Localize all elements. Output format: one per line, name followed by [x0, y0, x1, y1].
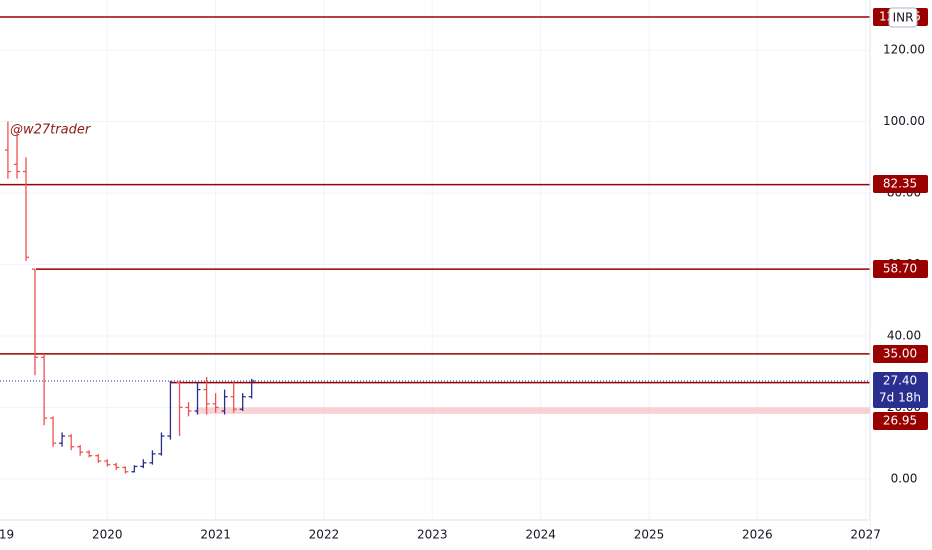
- ohlc-bar: [239, 393, 246, 411]
- ohlc-bar: [23, 157, 30, 261]
- ohlc-bar: [194, 382, 201, 415]
- y-tick-label: 120.00: [883, 43, 925, 57]
- ohlc-bar: [50, 416, 57, 447]
- ohlc-bar: [230, 380, 237, 413]
- price-label: 35.00: [883, 347, 917, 361]
- x-tick-label: 2021: [200, 528, 231, 542]
- ohlc-bar: [185, 402, 192, 417]
- ohlc-bar: [4, 121, 11, 179]
- x-tick-label: 2020: [92, 528, 123, 542]
- ohlc-bar: [122, 466, 129, 474]
- last-price-box: [873, 371, 928, 408]
- x-tick-label: 2026: [742, 528, 773, 542]
- y-tick-label: 40.00: [887, 328, 921, 342]
- ohlc-bar: [176, 380, 183, 437]
- ohlc-bar: [203, 377, 210, 415]
- currency-badge: [888, 7, 918, 28]
- ohlc-bar: [131, 465, 138, 473]
- ohlc-bar: [68, 434, 75, 451]
- x-tick-label: 2027: [850, 528, 881, 542]
- price-label-box: [873, 412, 928, 430]
- ohlc-bar: [212, 393, 219, 413]
- ohlc-bar: [158, 432, 165, 456]
- zone: [196, 407, 870, 414]
- price-label-box: [873, 175, 928, 193]
- x-tick-label: 2025: [634, 528, 665, 542]
- ohlc-bar: [59, 432, 66, 447]
- price-label-box: [873, 345, 928, 363]
- x-tick-label: 2022: [309, 528, 340, 542]
- price-label-box: [873, 260, 928, 278]
- y-tick-label: 0.00: [891, 471, 918, 485]
- ohlc-bar: [113, 462, 120, 470]
- ohlc-bar: [167, 380, 174, 440]
- ohlc-bar: [221, 389, 228, 415]
- ohlc-bar: [149, 450, 156, 465]
- x-tick-label: 2023: [417, 528, 448, 542]
- countdown: 7d 18h: [879, 390, 921, 404]
- y-tick-label: 100.00: [883, 114, 925, 128]
- x-tick-label: 2024: [525, 528, 556, 542]
- ohlc-bar: [140, 459, 147, 469]
- watermark: @w27trader: [10, 123, 92, 138]
- ohlc-bar: [77, 444, 84, 456]
- ohlc-bar: [31, 268, 38, 376]
- price-label: 26.95: [883, 414, 917, 428]
- ohlc-bar: [104, 459, 111, 467]
- currency: INR: [893, 11, 914, 25]
- price-label: 82.35: [883, 177, 917, 191]
- ohlc-bar: [41, 353, 48, 426]
- ohlc-bar: [95, 453, 102, 463]
- x-tick-label: 2019: [0, 528, 14, 542]
- ohlc-bar: [86, 450, 93, 458]
- time-axis: [0, 520, 870, 550]
- ohlc-bar: [14, 132, 21, 179]
- last-price-label: 27.40: [883, 373, 917, 387]
- ohlc-bar: [248, 378, 255, 399]
- price-label: 58.70: [883, 262, 917, 276]
